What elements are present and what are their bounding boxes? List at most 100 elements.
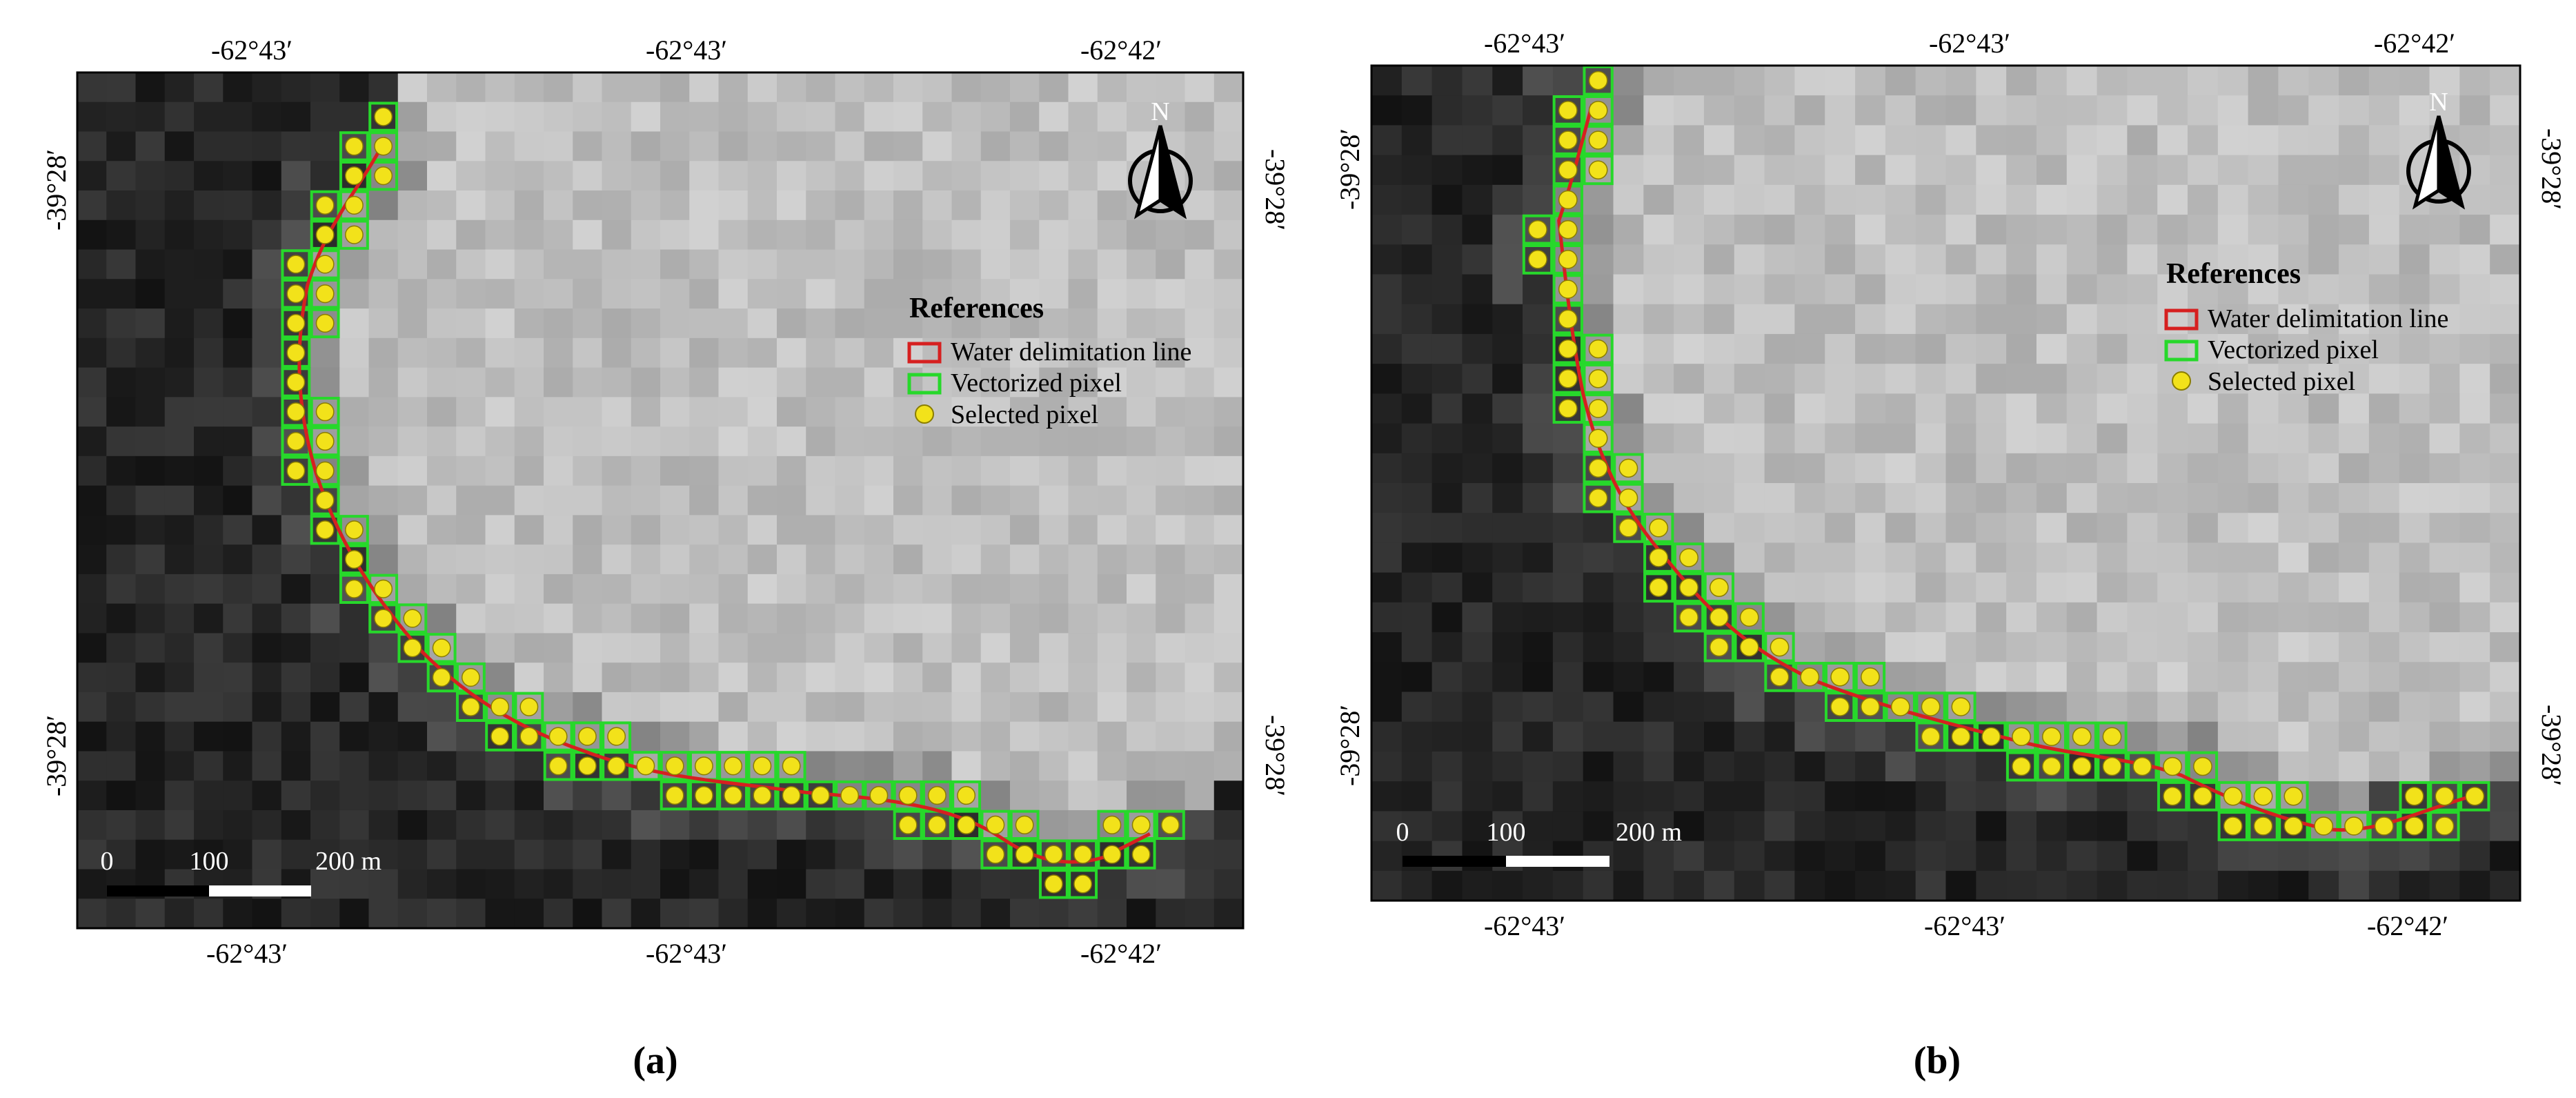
raster-pixel (2459, 841, 2491, 872)
raster-pixel (2157, 244, 2188, 275)
raster-pixel (951, 367, 982, 398)
raster-pixel (1401, 66, 1433, 97)
raster-pixel (1213, 72, 1243, 103)
legend-a: References Water delimitation line Vecto… (907, 293, 1191, 429)
raster-pixel (2217, 542, 2249, 573)
raster-pixel (718, 308, 749, 339)
raster-pixel (194, 692, 224, 723)
raster-pixel (1068, 308, 1098, 339)
raster-pixel (310, 869, 341, 900)
raster-pixel (1643, 841, 1675, 872)
raster-pixel (1885, 453, 1916, 484)
raster-pixel (77, 545, 108, 575)
raster-pixel (1613, 721, 1645, 752)
raster-pixel (485, 190, 515, 221)
raster-pixel (456, 899, 486, 928)
raster-pixel (602, 663, 632, 693)
raster-pixel (368, 455, 399, 487)
raster-pixel (252, 633, 282, 664)
raster-pixel (893, 573, 924, 605)
selected-pixel (346, 226, 363, 244)
vectorized-pixel (2400, 783, 2428, 810)
raster-pixel (1010, 308, 1040, 339)
raster-pixel (1552, 423, 1584, 454)
selected-pixel (841, 787, 858, 805)
raster-pixel (194, 308, 224, 339)
raster-pixel (602, 603, 632, 634)
raster-pixel (602, 545, 632, 575)
raster-pixel (2066, 513, 2098, 544)
raster-pixel (2308, 781, 2339, 812)
raster-pixel (747, 899, 777, 928)
raster-pixel (2097, 572, 2128, 603)
raster-pixel (1885, 304, 1916, 335)
raster-pixel (1156, 633, 1186, 664)
raster-pixel (1734, 184, 1765, 215)
raster-pixel (2127, 811, 2159, 842)
raster-pixel (864, 279, 894, 309)
map-frame-b (1370, 64, 2521, 902)
raster-pixel (1583, 781, 1614, 812)
selected-pixel (1132, 816, 1149, 834)
raster-pixel (893, 839, 924, 870)
raster-pixel (1703, 274, 1735, 305)
raster-pixel (164, 751, 195, 782)
raster-pixel (1039, 781, 1069, 811)
raster-pixel (864, 839, 894, 870)
raster-pixel (164, 455, 195, 487)
selected-pixel (316, 226, 333, 244)
selected-pixel (2012, 758, 2030, 776)
raster-pixel (631, 161, 661, 191)
raster-pixel (2127, 841, 2159, 872)
raster-pixel (106, 161, 137, 191)
raster-pixel (194, 219, 224, 251)
raster-pixel (2490, 423, 2520, 454)
raster-pixel (602, 899, 632, 928)
raster-pixel (1213, 249, 1243, 280)
raster-pixel (980, 633, 1011, 664)
raster-pixel (252, 603, 282, 634)
raster-pixel (1734, 781, 1765, 812)
raster-pixel (951, 427, 982, 457)
raster-pixel (281, 485, 311, 516)
raster-pixel (1523, 692, 1554, 723)
raster-pixel (1643, 751, 1675, 783)
raster-pixel (951, 663, 982, 693)
raster-pixel (1583, 572, 1614, 603)
selected-pixel (2103, 727, 2121, 745)
raster-pixel (427, 308, 457, 339)
raster-pixel (106, 573, 137, 605)
raster-pixel (1213, 603, 1243, 634)
raster-pixel (1068, 367, 1098, 398)
raster-pixel (2036, 811, 2068, 842)
raster-pixel (1127, 308, 1157, 339)
raster-pixel (1185, 367, 1215, 398)
raster-pixel (2278, 602, 2310, 633)
raster-pixel (223, 101, 253, 133)
raster-pixel (777, 721, 807, 752)
raster-pixel (164, 279, 195, 309)
raster-pixel (689, 810, 720, 841)
vectorized-pixel (2098, 753, 2126, 781)
selected-pixel (753, 757, 771, 775)
selected-pixel (579, 727, 596, 745)
raster-pixel (660, 603, 691, 634)
raster-pixel (544, 397, 574, 427)
raster-pixel (1010, 367, 1040, 398)
raster-pixel (1583, 304, 1614, 335)
raster-pixel (1127, 485, 1157, 516)
raster-pixel (223, 219, 253, 251)
raster-pixel (1371, 66, 1403, 97)
vectorized-pixel (1675, 544, 1703, 571)
selected-pixel (316, 462, 333, 480)
raster-pixel (2006, 364, 2037, 395)
raster-pixel (1764, 751, 1796, 783)
selected-pixel (2466, 787, 2484, 805)
raster-pixel (514, 190, 544, 221)
raster-pixel (2188, 155, 2219, 186)
raster-pixel (602, 781, 632, 811)
raster-pixel (1643, 632, 1675, 663)
raster-pixel (456, 219, 486, 251)
raster-pixel (1613, 841, 1645, 872)
raster-pixel (2097, 423, 2128, 454)
